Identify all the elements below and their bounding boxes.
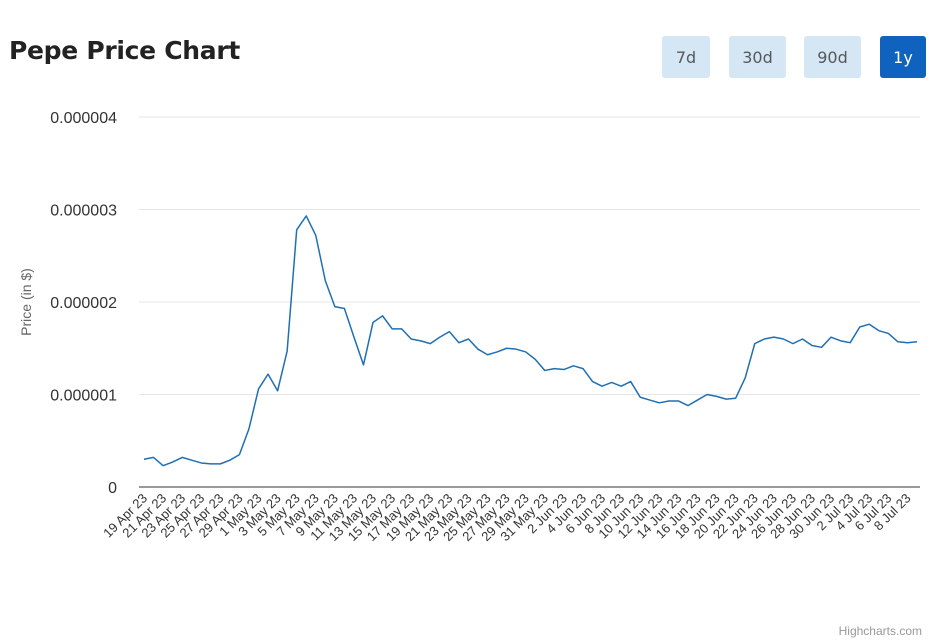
- y-tick-label: 0: [108, 480, 117, 497]
- range-90d-button[interactable]: 90d: [804, 36, 861, 78]
- y-tick-label: 0.000003: [50, 203, 117, 220]
- range-7d-button[interactable]: 7d: [662, 36, 710, 78]
- range-1y-button[interactable]: 1y: [880, 36, 926, 78]
- y-tick-label: 0.000001: [50, 388, 117, 405]
- highcharts-credit[interactable]: Highcharts.com: [838, 624, 922, 638]
- price-series-line: [143, 215, 918, 467]
- y-tick-label: 0.000002: [50, 295, 117, 312]
- y-tick-label: 0.000004: [50, 110, 117, 127]
- page-title: Pepe Price Chart: [9, 36, 241, 65]
- y-axis-title: Price (in $): [18, 268, 34, 336]
- range-30d-button[interactable]: 30d: [729, 36, 786, 78]
